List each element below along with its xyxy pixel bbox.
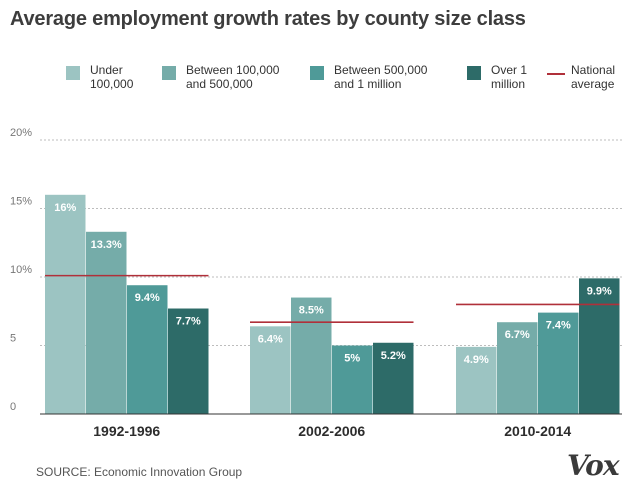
- legend-label: Under 100,000: [90, 63, 134, 91]
- x-tick-label: 2002-2006: [298, 423, 365, 439]
- data-label: 5%: [344, 353, 360, 365]
- data-label: 8.5%: [299, 305, 324, 317]
- bar: [45, 194, 86, 414]
- bar: [127, 285, 168, 414]
- data-label: 6.7%: [505, 329, 530, 341]
- y-tick-label: 10%: [10, 264, 32, 276]
- bar: [86, 231, 127, 414]
- bar: [250, 326, 291, 414]
- data-label: 7.4%: [546, 320, 571, 332]
- data-label: 9.4%: [135, 292, 160, 304]
- y-tick-label: 5: [10, 333, 16, 345]
- legend-swatch: [467, 66, 481, 80]
- legend-swatch: [310, 66, 324, 80]
- data-label: 6.4%: [258, 333, 283, 345]
- bar: [497, 322, 538, 414]
- bar: [168, 308, 209, 414]
- x-tick-label: 1992-1996: [93, 423, 160, 439]
- bar: [373, 342, 414, 414]
- data-label: 9.9%: [587, 285, 612, 297]
- x-tick-label: 2010-2014: [504, 423, 571, 439]
- legend-label: Between 100,000 and 500,000: [186, 63, 280, 91]
- legend-swatch: [162, 66, 176, 80]
- legend-swatch: [66, 66, 80, 80]
- source-note: SOURCE: Economic Innovation Group: [36, 465, 243, 479]
- data-label: 13.3%: [91, 239, 122, 251]
- vox-logo: Vox: [567, 449, 620, 482]
- chart-title: Average employment growth rates by count…: [10, 8, 526, 30]
- y-tick-label: 20%: [10, 127, 32, 139]
- legend-swatch: [547, 73, 565, 75]
- bar: [538, 312, 579, 414]
- data-label: 16%: [54, 202, 76, 214]
- bar: [332, 345, 373, 414]
- legend-label: Between 500,000 and 1 million: [334, 63, 428, 91]
- y-tick-label: 15%: [10, 196, 32, 208]
- y-tick-label: 0: [10, 401, 16, 413]
- bar: [456, 346, 497, 414]
- legend-label: National average: [571, 63, 616, 91]
- bar: [579, 278, 620, 414]
- legend-label: Over 1 million: [491, 63, 528, 91]
- data-label: 7.7%: [176, 316, 201, 328]
- bar: [291, 297, 332, 414]
- data-label: 5.2%: [381, 350, 406, 362]
- data-label: 4.9%: [464, 354, 489, 366]
